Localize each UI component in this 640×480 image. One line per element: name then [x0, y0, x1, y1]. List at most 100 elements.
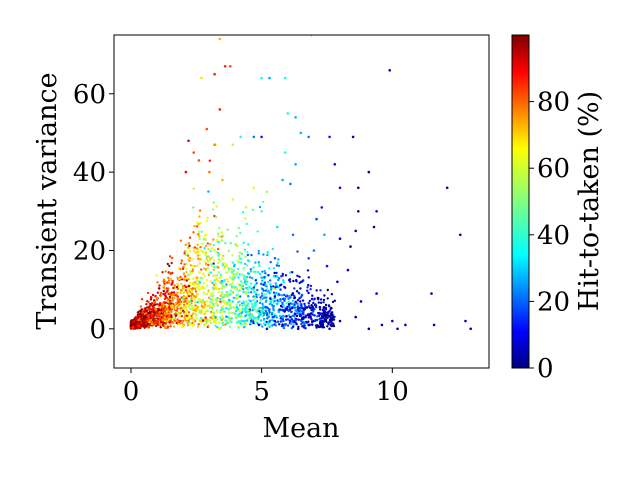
scatter-point — [168, 321, 171, 324]
scatter-point — [177, 311, 181, 314]
scatter-point — [326, 288, 329, 292]
scatter-point — [234, 312, 237, 316]
scatter-point — [257, 261, 260, 264]
scatter-point — [302, 279, 305, 282]
scatter-point — [268, 76, 271, 80]
scatter-point — [315, 289, 318, 292]
scatter-point — [225, 303, 229, 307]
scatter-point — [221, 305, 224, 308]
scatter-point — [247, 295, 250, 298]
scatter-point — [236, 267, 240, 271]
scatter-point — [183, 300, 186, 304]
scatter-point — [273, 319, 277, 323]
scatter-point — [271, 319, 274, 322]
scatter-point — [271, 324, 274, 327]
scatter-point — [174, 312, 177, 315]
scatter-point — [191, 292, 194, 296]
scatter-point — [194, 280, 197, 284]
scatter-point — [196, 243, 199, 246]
scatter-point — [202, 291, 205, 294]
scatter-point — [185, 295, 189, 298]
scatter-point — [222, 285, 225, 288]
scatter-point — [254, 303, 257, 306]
scatter-point — [319, 289, 322, 292]
scatter-point — [260, 135, 263, 139]
scatter-point — [134, 320, 138, 323]
scatter-point — [297, 318, 301, 321]
scatter-point — [206, 216, 209, 220]
scatter-point — [146, 291, 150, 295]
scatter-point — [247, 291, 250, 294]
scatter-point — [222, 300, 226, 303]
scatter-point — [269, 297, 272, 300]
scatter-point — [227, 267, 230, 270]
scatter-point — [200, 268, 203, 271]
scatter-point — [286, 112, 290, 115]
scatter-point — [235, 303, 238, 306]
scatter-point — [319, 298, 323, 301]
scatter-point — [176, 299, 179, 302]
scatter-point — [274, 282, 278, 285]
scatter-point — [240, 302, 244, 305]
scatter-point — [255, 309, 258, 313]
scatter-point — [209, 258, 212, 261]
scatter-point — [176, 301, 179, 304]
scatter-point — [268, 311, 271, 314]
scatter-point — [225, 291, 228, 294]
scatter-point — [223, 310, 226, 313]
scatter-point — [144, 317, 147, 321]
scatter-point — [330, 307, 333, 310]
scatter-point — [166, 305, 169, 308]
scatter-point — [205, 258, 208, 261]
scatter-point — [173, 284, 176, 287]
scatter-point — [188, 244, 191, 248]
scatter-point — [247, 312, 251, 315]
scatter-point — [245, 293, 248, 296]
scatter-point — [205, 284, 209, 287]
scatter-point — [180, 307, 183, 310]
scatter-point — [328, 314, 331, 318]
scatter-point — [212, 259, 216, 262]
scatter-point — [219, 326, 223, 329]
scatter-point — [182, 265, 185, 269]
scatter-point — [311, 323, 314, 326]
scatter-point — [213, 274, 217, 277]
scatter-point — [176, 276, 179, 279]
scatter-point — [133, 323, 137, 327]
scatter-point — [184, 275, 187, 278]
scatter-point — [168, 299, 172, 302]
scatter-point — [220, 235, 223, 238]
scatter-point — [204, 262, 208, 266]
scatter-point — [307, 276, 310, 279]
scatter-point — [269, 260, 272, 264]
scatter-point — [259, 299, 262, 302]
scatter-point — [220, 287, 223, 290]
scatter-point — [198, 215, 201, 218]
scatter-point — [303, 322, 306, 325]
scatter-point — [388, 69, 392, 72]
scatter-point — [212, 302, 215, 306]
scatter-point — [266, 317, 269, 320]
y-tick-label: 60 — [73, 80, 106, 110]
scatter-point — [231, 198, 235, 201]
scatter-point — [286, 295, 289, 298]
scatter-point — [304, 316, 307, 319]
scatter-point — [191, 304, 194, 308]
scatter-point — [198, 258, 201, 261]
scatter-point — [187, 311, 191, 314]
scatter-point — [266, 306, 269, 309]
scatter-point — [184, 312, 188, 315]
scatter-point — [245, 307, 248, 310]
scatter-point — [203, 234, 206, 237]
scatter-point — [153, 307, 156, 310]
scatter-point — [152, 316, 155, 319]
colorbar-tick-label: 0 — [537, 354, 554, 384]
scatter-point — [172, 291, 176, 294]
scatter-point — [229, 242, 232, 245]
scatter-point — [161, 271, 164, 274]
scatter-point — [253, 290, 256, 294]
scatter-point — [231, 300, 234, 303]
scatter-point — [246, 253, 250, 257]
scatter-point — [328, 305, 331, 308]
scatter-point — [214, 324, 217, 327]
